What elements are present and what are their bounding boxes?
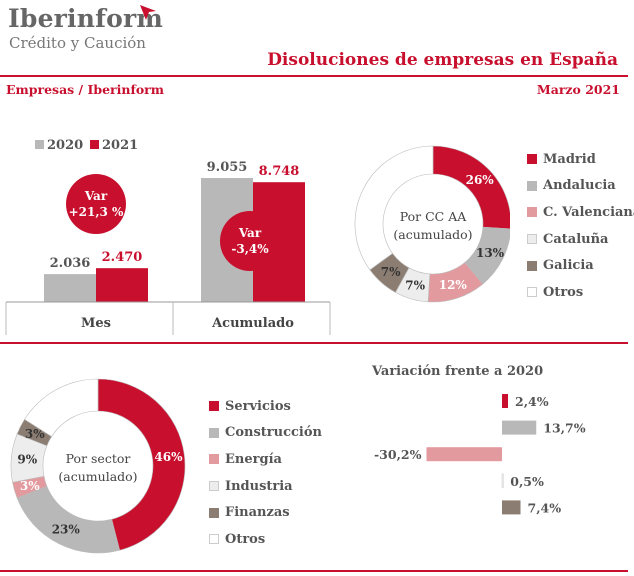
legend-item: Galicia: [527, 252, 634, 279]
legend-swatch: [527, 287, 537, 298]
legend-label: Andalucia: [543, 178, 616, 194]
brand-name: Iberinform: [8, 4, 163, 33]
variation-label: Var: [238, 226, 262, 240]
legend-swatch: [90, 140, 99, 149]
bar-value-label: 8.748: [259, 164, 300, 179]
legend-label: Otros: [543, 284, 584, 300]
legend-label: Cataluña: [543, 231, 609, 247]
legend-label: 2020: [47, 138, 83, 153]
variation-bar: [426, 447, 502, 462]
legend-item: Construcción: [209, 420, 322, 447]
legend-ccaa: Madrid Andalucia C. Valenciana Cataluña Gali…: [527, 146, 634, 306]
bar-value-label: 2.470: [102, 250, 143, 265]
legend-item: Industria: [209, 473, 322, 500]
legend-swatch: [209, 507, 219, 518]
slice-label: 13%: [476, 246, 505, 260]
category-label: Mes: [81, 316, 111, 331]
legend-swatch: [527, 234, 537, 245]
source-label: Empresas / Iberinform: [6, 82, 164, 97]
variation-value: 13,7%: [543, 421, 585, 436]
divider: [0, 75, 628, 77]
slice-label: 7%: [405, 278, 425, 292]
donut-center-label: (acumulado): [393, 227, 472, 242]
legend-label: Servicios: [225, 398, 291, 414]
legend-sector: Servicios Construcción Energía Industria Fin…: [209, 393, 322, 553]
legend-swatch: [209, 481, 219, 492]
variation-label: Var: [84, 189, 108, 203]
bar: [44, 274, 96, 302]
donut-slice: [354, 145, 434, 271]
variation-bar: [502, 394, 508, 408]
legend-item: Finanzas: [209, 499, 322, 526]
legend-label: Galicia: [543, 258, 594, 274]
slice-label: 46%: [154, 450, 183, 464]
donut-chart-sector: 46% 23% 3% 9% 3% Por sector (acumulado): [10, 378, 186, 554]
donut-center-label: Por CC AA: [400, 209, 468, 224]
donut-center-label: Por sector: [66, 451, 131, 466]
donut-slice: [24, 378, 99, 437]
divider: [0, 342, 628, 344]
bar-value-label: 9.055: [207, 160, 248, 175]
donut-slice: [97, 378, 186, 551]
slice-label: 26%: [466, 173, 495, 187]
legend-label: Energía: [225, 451, 282, 467]
variation-bar: [502, 420, 537, 435]
chart-title: Variación frente a 2020: [371, 364, 543, 379]
legend-item: Cataluña: [527, 226, 634, 253]
page-title: Disoluciones de empresas en España: [267, 50, 618, 70]
donut-slice: [16, 485, 121, 554]
legend-swatch: [527, 154, 537, 165]
legend-swatch: [209, 427, 219, 438]
legend-swatch: [527, 260, 537, 271]
donut-slice: [432, 145, 510, 230]
donut-center-label: (acumulado): [58, 469, 137, 484]
legend-item: Energía: [209, 446, 322, 473]
bar: [96, 268, 148, 302]
legend-label: Otros: [225, 531, 266, 547]
legend-label: C. Valenciana: [543, 204, 634, 220]
slice-label: 23%: [52, 522, 81, 536]
category-label: Acumulado: [211, 316, 294, 331]
slice-label: 3%: [20, 479, 40, 493]
variation-value: 2,4%: [515, 394, 549, 409]
legend-label: Finanzas: [225, 505, 290, 521]
legend-item: Otros: [209, 526, 322, 553]
bar-chart-mes-acumulado: 2020 2021 2.036 2.470 Mes 9.055 8.748 Acumulado…: [5, 138, 331, 335]
brand-tagline: Crédito y Caución: [9, 34, 146, 52]
legend-label: Madrid: [543, 151, 596, 167]
legend-item: Andalucia: [527, 173, 634, 200]
variation-value: -3,4%: [231, 242, 269, 256]
slice-label: 3%: [25, 427, 45, 441]
variation-bubble: [220, 211, 280, 271]
legend-swatch: [209, 401, 219, 412]
bar-value-label: 2.036: [50, 256, 91, 271]
legend-swatch: [527, 180, 537, 191]
legend-swatch: [209, 454, 219, 465]
logo-icon: [140, 5, 156, 20]
legend-item: C. Valenciana: [527, 199, 634, 226]
legend-item: Servicios: [209, 393, 322, 420]
divider: [0, 570, 628, 572]
legend-label: Construcción: [225, 425, 322, 441]
donut-chart-ccaa: 26% 13% 12% 7% 7% Por CC AA (acumulado): [354, 145, 510, 303]
legend-item: Otros: [527, 279, 634, 306]
legend-label: 2021: [102, 138, 138, 153]
legend-swatch: [527, 207, 537, 218]
slice-label: 9%: [17, 452, 37, 466]
slice-label: 12%: [439, 278, 468, 292]
variation-bar: [501, 473, 504, 489]
variation-bar: [502, 500, 521, 515]
legend-item: Madrid: [527, 146, 634, 173]
variation-value: -30,2%: [374, 447, 422, 462]
period-label: Marzo 2021: [536, 82, 620, 97]
variation-bubble: [66, 174, 126, 234]
variation-value: 0,5%: [510, 474, 544, 489]
slice-label: 7%: [381, 265, 401, 279]
variation-bar-chart: Variación frente a 2020 2,4% 13,7% -30,2% 0,…: [371, 364, 586, 515]
legend-label: Industria: [225, 478, 293, 494]
variation-value: +21,3 %: [69, 205, 124, 219]
legend-swatch: [35, 140, 44, 149]
variation-value: 7,4%: [528, 500, 562, 515]
legend-swatch: [209, 534, 219, 545]
